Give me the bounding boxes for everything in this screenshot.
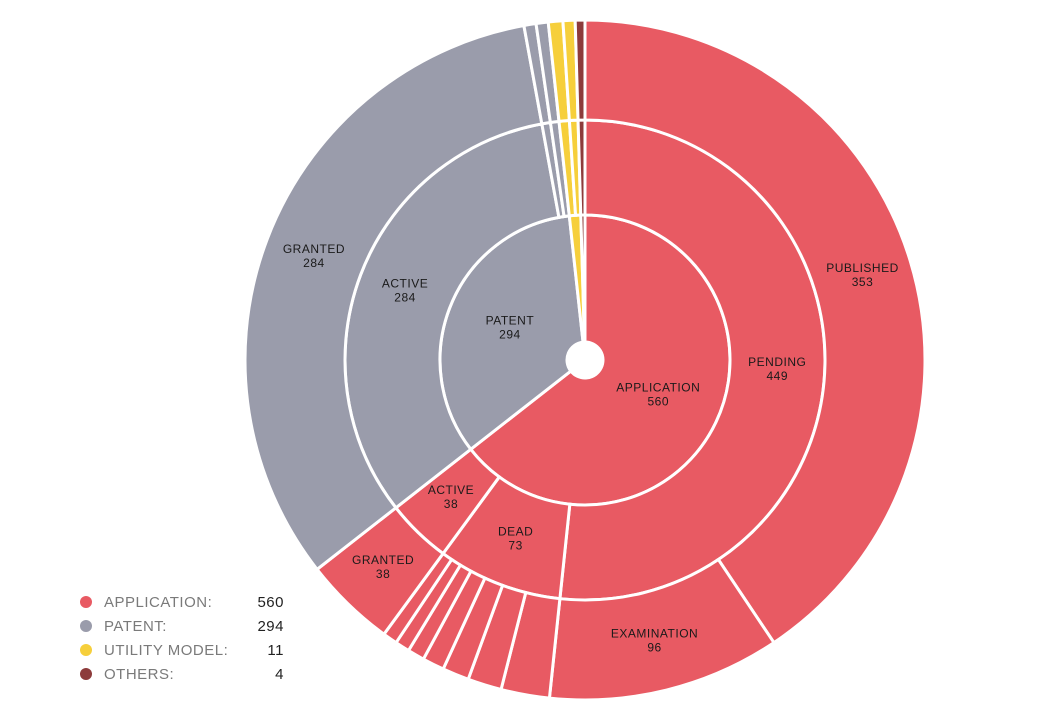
legend-label: UTILITY MODEL: — [104, 642, 244, 659]
legend-dot-icon — [80, 620, 92, 632]
legend-dot-icon — [80, 596, 92, 608]
legend-value: 294 — [244, 618, 284, 635]
legend-value: 11 — [244, 642, 284, 659]
legend-dot-icon — [80, 668, 92, 680]
legend-row: OTHERS:4 — [80, 662, 284, 686]
legend-label: OTHERS: — [104, 666, 244, 683]
legend-row: UTILITY MODEL:11 — [80, 638, 284, 662]
legend-label: PATENT: — [104, 618, 244, 635]
sunburst-slice — [578, 120, 585, 215]
legend-value: 4 — [244, 666, 284, 683]
legend-row: PATENT:294 — [80, 614, 284, 638]
legend-value: 560 — [244, 594, 284, 611]
legend-dot-icon — [80, 644, 92, 656]
legend: APPLICATION:560PATENT:294UTILITY MODEL:1… — [80, 590, 284, 686]
sunburst-slice — [575, 20, 585, 120]
sunburst-center-hole — [567, 342, 603, 378]
legend-row: APPLICATION:560 — [80, 590, 284, 614]
legend-label: APPLICATION: — [104, 594, 244, 611]
